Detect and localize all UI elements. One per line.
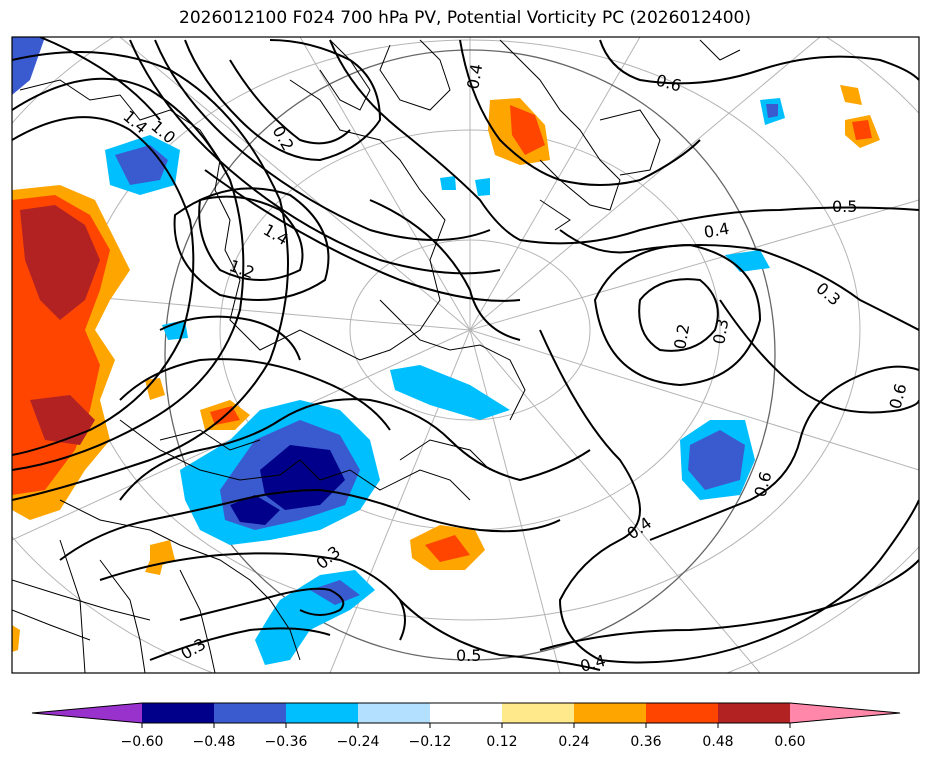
- colorbar-tick-label: −0.36: [264, 734, 308, 750]
- pv-negative-atlantic-core: [688, 430, 745, 490]
- colorbar-segment: [646, 703, 719, 723]
- colorbar-tick-label: 0.24: [558, 734, 590, 750]
- colorbar-segment: [358, 703, 431, 723]
- colorbar-extend-low: [32, 703, 142, 723]
- contour-labels: 1.0 1.4 1.4 1.2 0.4 0.6 0.5 0.4 0.3 0.2 …: [119, 62, 910, 676]
- contour-label: 0.3: [709, 317, 732, 345]
- colorbar-tick-label: 0.48: [702, 734, 734, 750]
- colorbar-tick-label: 0.60: [774, 734, 806, 750]
- map-title: 2026012100 F024 700 hPa PV, Potential Vo…: [179, 8, 751, 28]
- colorbar-segment: [574, 703, 647, 723]
- pv-positive-edge: [12, 625, 20, 652]
- colorbar-segment: [718, 703, 791, 723]
- map-frame: [11, 36, 920, 674]
- pv-contours: [12, 37, 919, 671]
- colorbar-extend-high: [790, 703, 900, 723]
- pv-negative-main-core2: [230, 495, 280, 525]
- colorbar-segment: [286, 703, 359, 723]
- pv-shading: [12, 37, 880, 665]
- pv-positive-west-max2: [30, 395, 95, 445]
- colorbar-tick-label: −0.48: [192, 734, 236, 750]
- contour-label: 0.4: [463, 62, 486, 90]
- pv-positive-greenland-core: [510, 105, 545, 155]
- pv-negative-nw: [12, 37, 45, 95]
- latitude-circle: [164, 49, 776, 661]
- contour-label: 0.5: [832, 197, 857, 216]
- pv-negative-ne-core: [766, 104, 778, 118]
- colorbar-segment: [214, 703, 287, 723]
- colorbar-segment: [142, 703, 215, 723]
- map-panel: 1.0 1.4 1.4 1.2 0.4 0.6 0.5 0.4 0.3 0.2 …: [12, 37, 919, 676]
- colorbar-tick-label: −0.24: [336, 734, 380, 750]
- colorbar-tick-label: 0.12: [486, 734, 518, 750]
- contour-label: 0.4: [578, 651, 608, 676]
- colorbar-segment: [502, 703, 575, 723]
- contour-label: 0.4: [702, 219, 730, 242]
- pv-negative-mid4: [440, 176, 456, 190]
- colorbar-tick-label: −0.60: [120, 734, 164, 750]
- pv-positive-west-max: [20, 205, 100, 320]
- colorbar-tick-label: 0.36: [630, 734, 662, 750]
- pv-negative-main-core: [260, 445, 345, 510]
- coastlines: [12, 39, 741, 673]
- pv-negative-baffin: [390, 365, 510, 420]
- pv-positive-ne2: [840, 85, 862, 105]
- contour-label: 0.5: [456, 646, 481, 665]
- colorbar-segment: [430, 703, 503, 723]
- pv-positive-ne1-core: [852, 120, 872, 140]
- contour-label: 0.2: [670, 322, 693, 350]
- colorbar: [31, 702, 901, 728]
- colorbar-tick-label: −0.12: [408, 734, 452, 750]
- pv-positive-labrador-core: [425, 535, 470, 562]
- pv-negative-mid3: [475, 178, 490, 196]
